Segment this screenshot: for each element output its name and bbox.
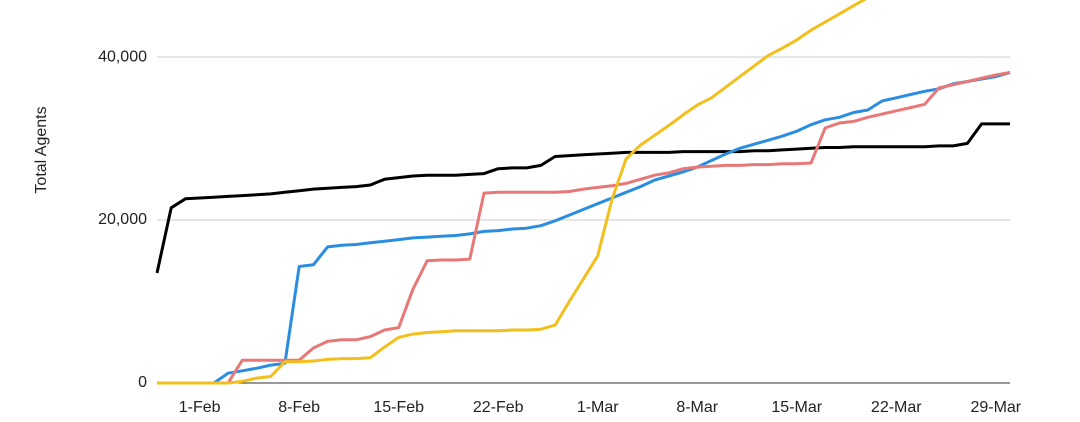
y-axis-label: Total Agents: [33, 106, 50, 193]
plot-area: [155, 0, 1011, 385]
x-tick-label: 22-Feb: [473, 399, 524, 416]
x-tick-label: 1-Mar: [577, 399, 619, 416]
x-tick-label: 15-Mar: [771, 399, 822, 416]
x-tick-label: 22-Mar: [871, 399, 922, 416]
x-tick-label: 29-Mar: [970, 399, 1021, 416]
x-tick-label: 8-Feb: [278, 399, 320, 416]
y-tick-label: 40,000: [98, 48, 147, 65]
series-line: [155, 122, 1010, 274]
y-tick-label: 0: [138, 374, 147, 391]
y-tick-label: 20,000: [98, 211, 147, 228]
series-line: [157, 71, 1011, 385]
x-tick-label: 1-Feb: [179, 399, 221, 416]
series-line: [157, 0, 867, 385]
x-tick-label: 15-Feb: [373, 399, 424, 416]
x-tick-label: 8-Mar: [676, 399, 718, 416]
series-line: [157, 71, 1011, 385]
